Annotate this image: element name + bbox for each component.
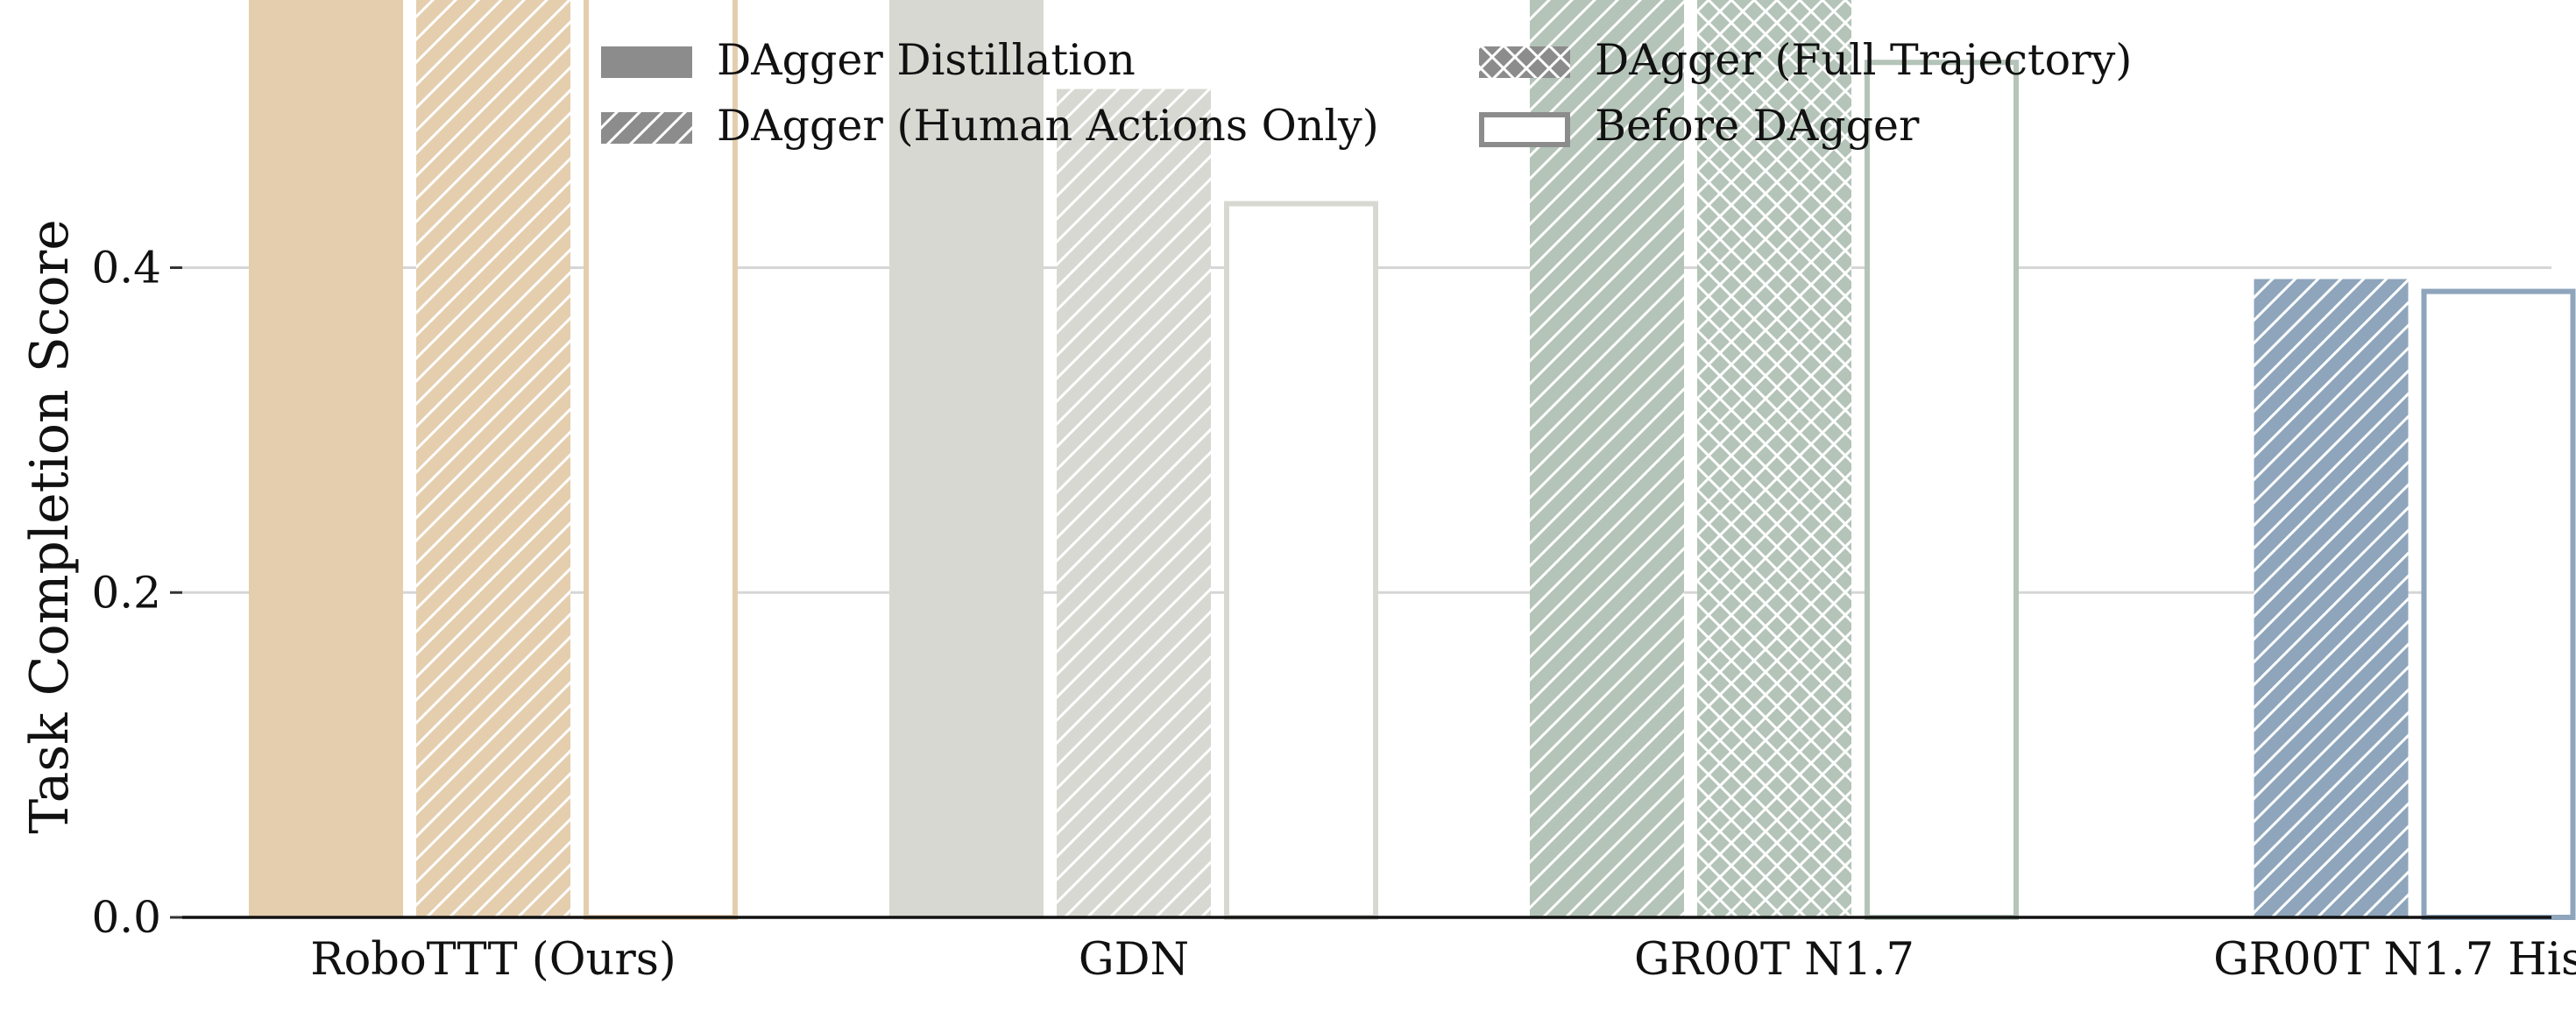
axes: 0.00.20.40.60.8Task Completion ScoreRobo… bbox=[19, 219, 2576, 986]
x-tick-label-gr00t-n1-7-hist: GR00T N1.7 Hist. bbox=[2213, 934, 2576, 986]
y-tick-label: 0.4 bbox=[91, 243, 161, 294]
legend-label: DAgger (Full Trajectory) bbox=[1595, 35, 2132, 85]
y-tick-label: 0.0 bbox=[91, 892, 161, 943]
legend-swatch bbox=[1479, 46, 1570, 78]
y-tick-label: 0.2 bbox=[91, 567, 161, 618]
bar-gdn-dagger-distillation bbox=[889, 0, 1044, 918]
x-tick-label-robottt-ours: RoboTTT (Ours) bbox=[310, 934, 676, 986]
legend-label: DAgger (Human Actions Only) bbox=[717, 101, 1379, 151]
legend-swatch bbox=[601, 46, 692, 78]
bar-gdn-dagger-human-actions-only bbox=[1057, 88, 1211, 917]
bar-gr00t-n1-7-hist-before-dagger bbox=[2421, 288, 2576, 920]
legend-label: DAgger Distillation bbox=[717, 35, 1136, 85]
bar-robottt-ours-before-dagger bbox=[584, 0, 738, 921]
legend-item-dagger-human-actions-only: DAgger (Human Actions Only) bbox=[601, 101, 1379, 151]
legend-item-dagger-distillation: DAgger Distillation bbox=[601, 35, 1136, 85]
legend-item-before-dagger: Before DAgger bbox=[1479, 101, 1920, 151]
bar-gdn-before-dagger bbox=[1224, 201, 1378, 920]
bar-gr00t-n1-7-dagger-full-trajectory bbox=[1697, 0, 1851, 917]
bar-robottt-ours-dagger-human-actions-only bbox=[416, 0, 570, 917]
legend-item-dagger-full-trajectory: DAgger (Full Trajectory) bbox=[1479, 35, 2132, 85]
x-tick-label-gr00t-n1-7: GR00T N1.7 bbox=[1634, 934, 1914, 986]
bar-gr00t-n1-7-dagger-human-actions-only bbox=[1530, 0, 1684, 917]
bar-gr00t-n1-7-before-dagger bbox=[1865, 60, 2019, 921]
legend: DAgger Distillation DAgger (Human Actions… bbox=[601, 35, 2132, 151]
legend-label: Before DAgger bbox=[1595, 101, 1920, 151]
y-axis-title: Task Completion Score bbox=[19, 219, 81, 834]
legend-swatch bbox=[601, 112, 692, 144]
bars bbox=[249, 0, 2576, 921]
x-tick-label-gdn: GDN bbox=[1079, 934, 1189, 986]
bar-robottt-ours-dagger-distillation bbox=[249, 0, 403, 917]
bar-gr00t-n1-7-hist-dagger-human-actions-only bbox=[2254, 279, 2409, 917]
legend-swatch bbox=[1479, 112, 1570, 147]
